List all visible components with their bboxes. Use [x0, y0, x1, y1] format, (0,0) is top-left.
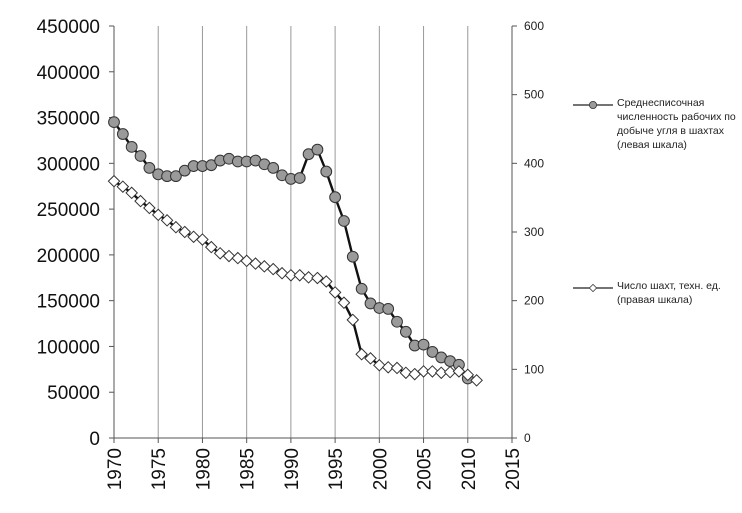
legend-key-diamond	[573, 284, 613, 292]
legend-key-circle	[573, 101, 613, 109]
data-point-mines	[390, 361, 404, 375]
data-point-mines	[213, 246, 227, 260]
x-tick-label: 1975	[149, 448, 170, 490]
data-point-mines	[302, 271, 315, 284]
right-tick-label: 400	[524, 156, 544, 170]
x-tick-label: 2015	[503, 448, 524, 490]
data-point-workers	[311, 143, 324, 156]
data-point-mines	[373, 358, 386, 372]
data-point-mines	[125, 186, 138, 200]
data-point-mines	[346, 313, 360, 327]
data-point-mines	[452, 365, 466, 378]
data-point-mines	[240, 254, 253, 268]
data-point-mines	[319, 275, 333, 288]
x-tick-label: 1985	[238, 448, 259, 490]
legend-item-workers: Среднесписочная численность рабочих по д…	[571, 96, 739, 152]
data-point-mines	[231, 251, 245, 265]
data-point-mines	[461, 368, 475, 382]
right-tick-label: 0	[524, 431, 531, 445]
data-point-workers	[125, 140, 138, 153]
right-axis-ticks: 0 100 200 300 400 500 600	[512, 19, 544, 445]
data-point-workers	[355, 282, 368, 295]
data-point-mines	[151, 208, 165, 222]
data-point-mines	[293, 268, 307, 282]
right-tick-label: 100	[524, 362, 544, 376]
data-point-mines	[178, 225, 192, 239]
legend: Среднесписочная численность рабочих по д…	[571, 96, 739, 152]
data-point-mines	[275, 266, 289, 280]
left-tick-label: 300000	[37, 154, 100, 175]
left-tick-label: 450000	[37, 17, 100, 38]
data-point-mines	[417, 365, 430, 378]
data-point-workers	[116, 128, 129, 140]
x-tick-label: 1980	[193, 448, 214, 490]
data-point-workers	[382, 303, 395, 315]
right-tick-label: 500	[524, 88, 544, 102]
right-tick-label: 600	[524, 19, 544, 33]
x-tick-label: 2010	[459, 448, 480, 490]
left-tick-label: 400000	[37, 63, 100, 84]
data-point-workers	[426, 346, 439, 358]
data-point-mines	[169, 220, 183, 234]
legend-label-mines: Число шахт, техн. ед. (правая шкала)	[617, 280, 721, 306]
data-point-mines	[381, 360, 395, 374]
data-point-workers	[417, 338, 430, 351]
x-tick-label: 1990	[282, 448, 303, 490]
data-point-workers	[143, 162, 156, 174]
x-tick-label: 1995	[326, 448, 347, 490]
data-point-mines	[470, 374, 483, 387]
left-axis-ticks: 0 50000 100000 150000 200000 250000 300000 3500…	[37, 17, 114, 450]
data-point-mines	[222, 249, 236, 263]
data-point-workers	[338, 215, 350, 227]
data-point-mines	[266, 262, 280, 276]
left-tick-label: 100000	[37, 337, 100, 358]
data-point-workers	[329, 191, 342, 204]
right-tick-label: 200	[524, 294, 544, 308]
data-point-mines	[355, 347, 368, 361]
data-point-workers	[293, 172, 306, 184]
legend-2: Число шахт, техн. ед. (правая шкала)	[571, 279, 739, 307]
x-tick-label: 2000	[370, 448, 391, 490]
data-point-workers	[320, 165, 333, 178]
data-point-workers	[170, 170, 182, 183]
x-axis-ticks: 1970 1975 1980 1985 1990 1995 2000 2005 2010 2015	[105, 438, 524, 490]
left-tick-label: 0	[89, 429, 100, 450]
data-point-mines	[107, 174, 121, 188]
data-point-mines	[426, 365, 439, 378]
data-point-mines	[364, 352, 377, 365]
legend-item-mines: Число шахт, техн. ед. (правая шкала)	[571, 279, 739, 307]
left-tick-label: 200000	[37, 246, 100, 267]
data-point-mines	[196, 233, 209, 246]
series-line-mines	[113, 180, 478, 382]
left-tick-label: 350000	[37, 109, 100, 130]
series-markers	[107, 116, 483, 387]
data-point-mines	[328, 286, 342, 299]
data-point-mines	[116, 180, 130, 193]
data-point-mines	[134, 194, 147, 208]
data-point-mines	[204, 240, 218, 254]
left-tick-label: 150000	[37, 292, 100, 313]
data-point-workers	[399, 325, 412, 338]
data-point-workers	[108, 116, 120, 129]
data-point-workers	[267, 162, 280, 174]
data-point-mines	[258, 260, 271, 273]
left-tick-label: 250000	[37, 200, 100, 221]
legend-label-workers: Среднесписочная численность рабочих по д…	[617, 97, 736, 151]
data-point-workers	[134, 150, 147, 162]
left-tick-label: 50000	[47, 383, 100, 404]
right-tick-label: 300	[524, 225, 544, 239]
data-point-workers	[346, 250, 359, 263]
data-point-workers	[391, 315, 403, 328]
x-tick-label: 1970	[105, 448, 126, 490]
data-point-mines	[311, 271, 324, 285]
data-point-mines	[284, 268, 298, 282]
data-point-mines	[399, 366, 413, 380]
data-point-mines	[160, 214, 174, 227]
data-point-mines	[337, 296, 351, 310]
data-point-mines	[143, 201, 156, 215]
x-tick-label: 2005	[415, 448, 436, 490]
